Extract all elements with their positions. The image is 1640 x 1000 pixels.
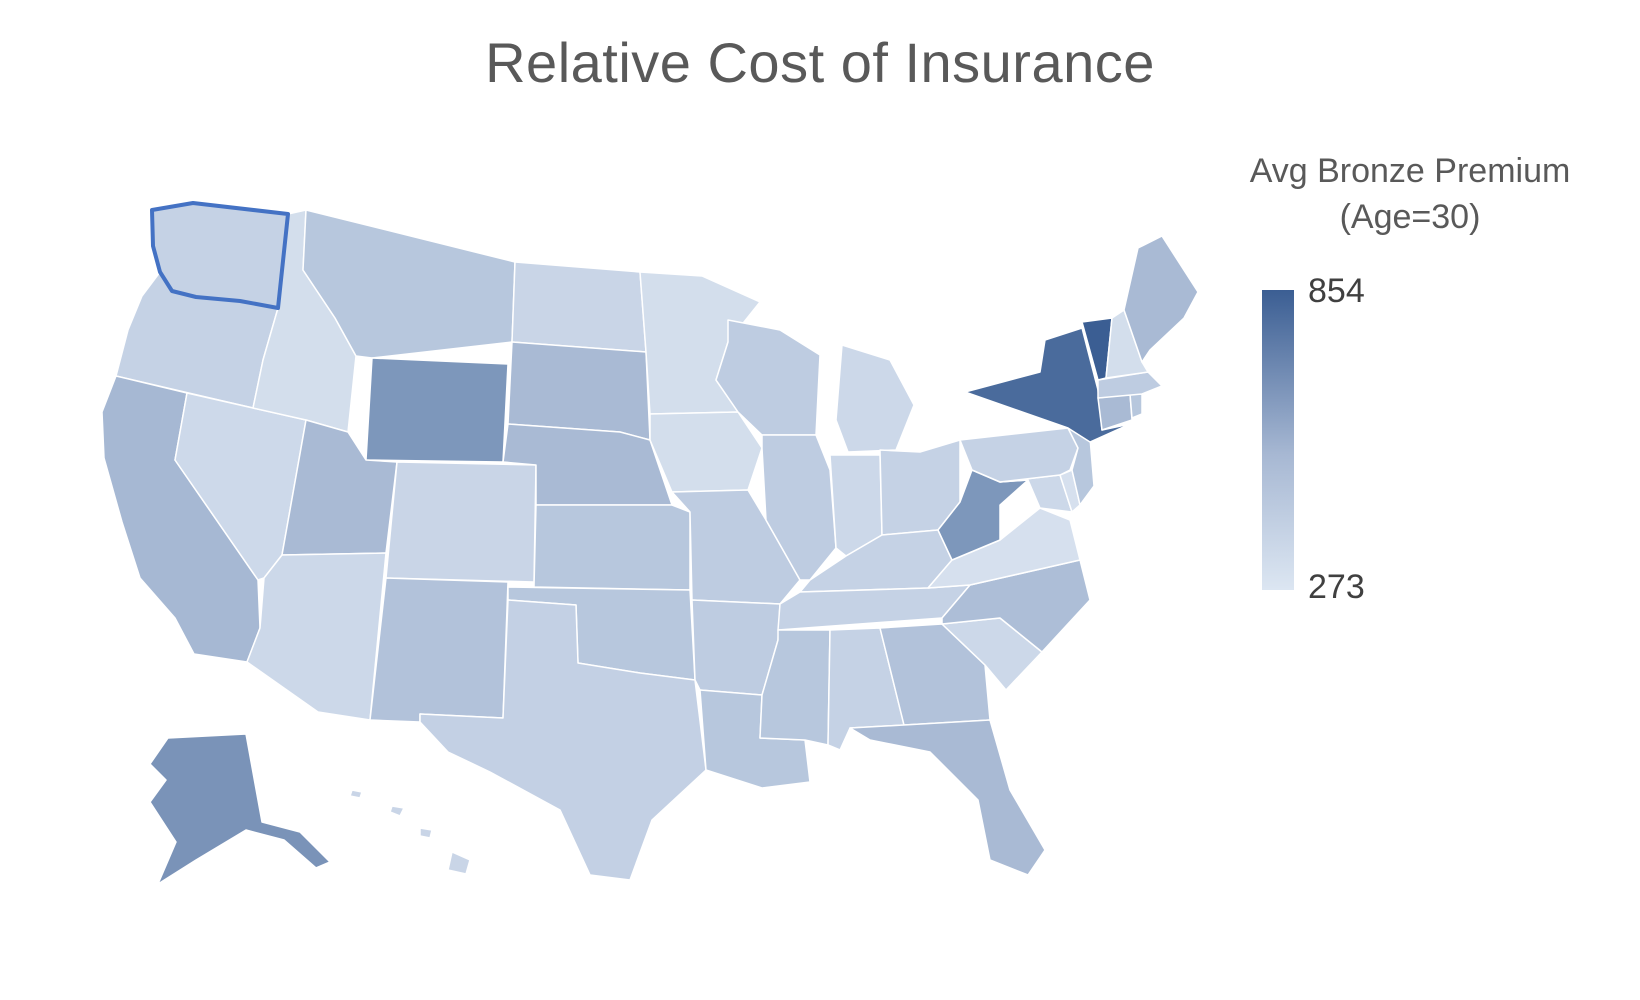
state-washington[interactable]: Washington [150, 201, 290, 310]
state-iowa[interactable]: Iowa [649, 411, 763, 493]
state-north-dakota[interactable]: North Dakota [511, 261, 647, 353]
legend-max-label: 854 [1308, 272, 1365, 310]
legend-min-label: 273 [1308, 568, 1365, 606]
state-new-hampshire[interactable]: New Hampshire [1105, 309, 1149, 379]
state-tennessee[interactable]: Tennessee [777, 584, 971, 631]
state-missouri[interactable]: Missouri [671, 489, 801, 605]
state-wyoming[interactable]: Wyoming [365, 357, 509, 463]
state-florida[interactable]: Florida [849, 719, 1046, 876]
state-hawaii[interactable]: Hawaii Hawaii Hawaii Hawaii [349, 789, 471, 875]
state-rhode-island[interactable]: Rhode Island [1129, 393, 1143, 419]
state-arizona[interactable]: Arizona [246, 552, 387, 721]
map-title: Relative Cost of Insurance [485, 31, 1155, 94]
state-kansas[interactable]: Kansas [533, 504, 691, 591]
state-new-mexico[interactable]: New Mexico [369, 577, 509, 723]
legend-color-scale [1262, 290, 1294, 590]
legend-title-line2: (Age=30) [1339, 198, 1481, 236]
legend-title: Avg Bronze Premium (Age=30) [1220, 148, 1600, 240]
state-michigan[interactable]: Michigan [835, 344, 915, 453]
state-alaska[interactable]: Alaska [149, 733, 331, 885]
state-colorado[interactable]: Colorado [385, 461, 537, 583]
state-georgia[interactable]: Georgia [879, 623, 991, 726]
state-texas[interactable]: Texas [419, 599, 707, 881]
legend-title-line1: Avg Bronze Premium [1249, 152, 1571, 190]
state-maine[interactable]: Maine [1123, 235, 1199, 363]
